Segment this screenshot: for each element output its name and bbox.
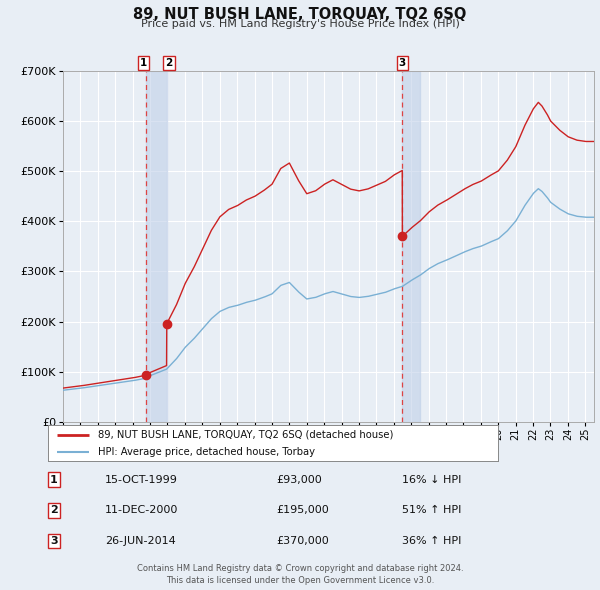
- Bar: [403, 71, 420, 422]
- Text: £195,000: £195,000: [276, 506, 329, 515]
- Text: HPI: Average price, detached house, Torbay: HPI: Average price, detached house, Torb…: [97, 447, 314, 457]
- Text: 89, NUT BUSH LANE, TORQUAY, TQ2 6SQ (detached house): 89, NUT BUSH LANE, TORQUAY, TQ2 6SQ (det…: [97, 430, 393, 440]
- Text: £93,000: £93,000: [276, 475, 322, 484]
- Text: 51% ↑ HPI: 51% ↑ HPI: [402, 506, 461, 515]
- Text: 16% ↓ HPI: 16% ↓ HPI: [402, 475, 461, 484]
- Bar: [146, 71, 167, 422]
- Text: 3: 3: [398, 58, 406, 68]
- Text: 2: 2: [166, 58, 173, 68]
- Text: 89, NUT BUSH LANE, TORQUAY, TQ2 6SQ: 89, NUT BUSH LANE, TORQUAY, TQ2 6SQ: [133, 7, 467, 22]
- Text: 1: 1: [50, 475, 58, 484]
- Text: 3: 3: [50, 536, 58, 546]
- Text: Price paid vs. HM Land Registry's House Price Index (HPI): Price paid vs. HM Land Registry's House …: [140, 19, 460, 29]
- Text: 15-OCT-1999: 15-OCT-1999: [105, 475, 178, 484]
- Text: 2: 2: [50, 506, 58, 515]
- Text: 26-JUN-2014: 26-JUN-2014: [105, 536, 176, 546]
- Text: 11-DEC-2000: 11-DEC-2000: [105, 506, 178, 515]
- Text: £370,000: £370,000: [276, 536, 329, 546]
- Text: Contains HM Land Registry data © Crown copyright and database right 2024.
This d: Contains HM Land Registry data © Crown c…: [137, 565, 463, 585]
- Text: 36% ↑ HPI: 36% ↑ HPI: [402, 536, 461, 546]
- Text: 1: 1: [140, 58, 148, 68]
